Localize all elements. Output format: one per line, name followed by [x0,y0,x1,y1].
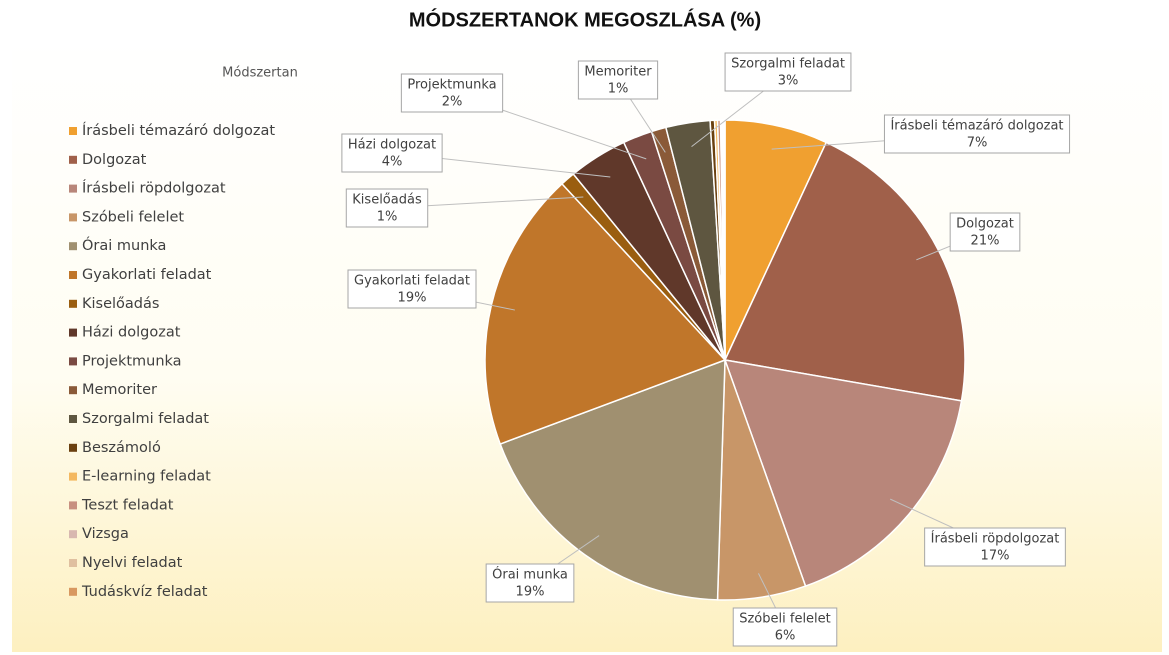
data-label-name: Órai munka [492,567,568,583]
legend-label: Nyelvi feladat [82,555,183,571]
data-label-value: 1% [377,210,398,225]
data-label-value: 19% [516,585,545,600]
data-label: Házi dolgozat 4% [341,133,443,173]
data-label-value: 3% [778,74,799,89]
legend-label: Szorgalmi feladat [82,411,209,427]
data-label-name: Szóbeli felelet [739,612,831,627]
legend-swatch [69,587,77,596]
pie-slice [722,119,726,361]
data-label-value: 21% [971,234,1000,249]
data-label-box [485,563,575,603]
data-label-name: Írásbeli röpdolgozat [931,531,1060,547]
data-label: Kiselőadás 1% [345,188,429,228]
data-label: Órai munka 19% [485,563,575,603]
legend-label: Memoriter [82,382,157,398]
legend-label: Írásbeli röpdolgozat [82,180,226,197]
data-label-value: 17% [981,549,1010,564]
legend-swatch [69,415,77,423]
legend-swatch [69,299,77,308]
data-label-box [347,269,477,309]
legend-swatch [69,559,77,567]
data-label: Projektmunka 2% [400,73,504,113]
data-label-value: 1% [608,82,629,97]
legend-swatch [69,530,77,539]
data-label-box [341,133,443,173]
pie-slice [723,359,963,588]
legend-label: Dolgozat [82,152,147,168]
data-label-value: 19% [398,291,427,306]
legend-label: Teszt feladat [81,497,174,513]
data-label-name: Gyakorlati feladat [354,274,470,289]
legend-label: Tudáskvíz feladat [81,584,208,600]
data-labels: Írásbeli témazáró dolgozat 7% Dolgozat 21% Í… [341,52,1071,647]
legend-label: Szóbeli felelet [82,209,184,225]
data-label: Dolgozat 21% [949,212,1021,252]
data-label-name: Dolgozat [956,217,1014,232]
legend-label: Vizsga [82,526,129,542]
legend: Írásbeli témazáró dolgozat Dolgozat Írásbe… [69,122,275,600]
legend-swatch [69,328,77,337]
legend-swatch [69,213,77,222]
pie-slice [499,358,726,601]
data-label-box [883,114,1071,154]
data-label: Memoriter 1% [577,60,659,100]
data-label-value: 7% [967,136,988,151]
legend-label: E-learning feladat [82,469,211,485]
data-label-value: 6% [775,629,796,644]
legend-label: Projektmunka [82,353,182,369]
legend-label: Kiselőadás [82,296,159,312]
data-label-name: Házi dolgozat [348,138,436,153]
data-label: Gyakorlati feladat 19% [347,269,477,309]
data-label: Írásbeli témazáró dolgozat 7% [883,114,1071,154]
data-label-name: Projektmunka [407,78,496,93]
data-label-name: Memoriter [584,65,652,80]
data-label: Szóbeli felelet 6% [732,607,838,647]
legend-label: Beszámoló [82,440,161,456]
data-label-name: Szorgalmi feladat [731,57,845,72]
data-label-value: 4% [382,155,403,170]
legend-swatch [69,501,77,510]
data-label-box [400,73,504,113]
pie-slice [484,182,727,445]
legend-swatch [69,271,77,279]
legend-swatch [69,472,77,481]
legend-label: Írásbeli témazáró dolgozat [82,122,275,139]
pie-slice [724,119,828,361]
legend-swatch [69,386,77,395]
data-label-name: Kiselőadás [352,193,422,208]
data-label-box [345,188,429,228]
legend-label: Órai munka [82,236,166,254]
data-label: Szorgalmi feladat 3% [724,52,852,92]
chart-title: MÓDSZERTANOK MEGOSZLÁSA (%) [409,7,761,31]
legend-label: Gyakorlati feladat [82,267,212,283]
data-label-box [577,60,659,100]
data-label-box [949,212,1021,252]
pie [484,119,966,601]
legend-swatch [69,242,77,251]
data-label: Írásbeli röpdolgozat 17% [924,527,1066,567]
data-label-box [732,607,838,647]
data-label-box [724,52,852,92]
legend-swatch [69,357,77,366]
legend-swatch [69,155,77,164]
pie-slice [723,141,966,402]
legend-swatch [69,443,77,452]
legend-title: Módszertan [222,66,298,81]
legend-swatch [69,184,77,193]
data-label-name: Írásbeli témazáró dolgozat [890,118,1063,134]
legend-swatch [69,127,77,135]
data-label-box [924,527,1066,567]
data-label-value: 2% [442,95,463,110]
legend-label: Házi dolgozat [82,325,181,341]
